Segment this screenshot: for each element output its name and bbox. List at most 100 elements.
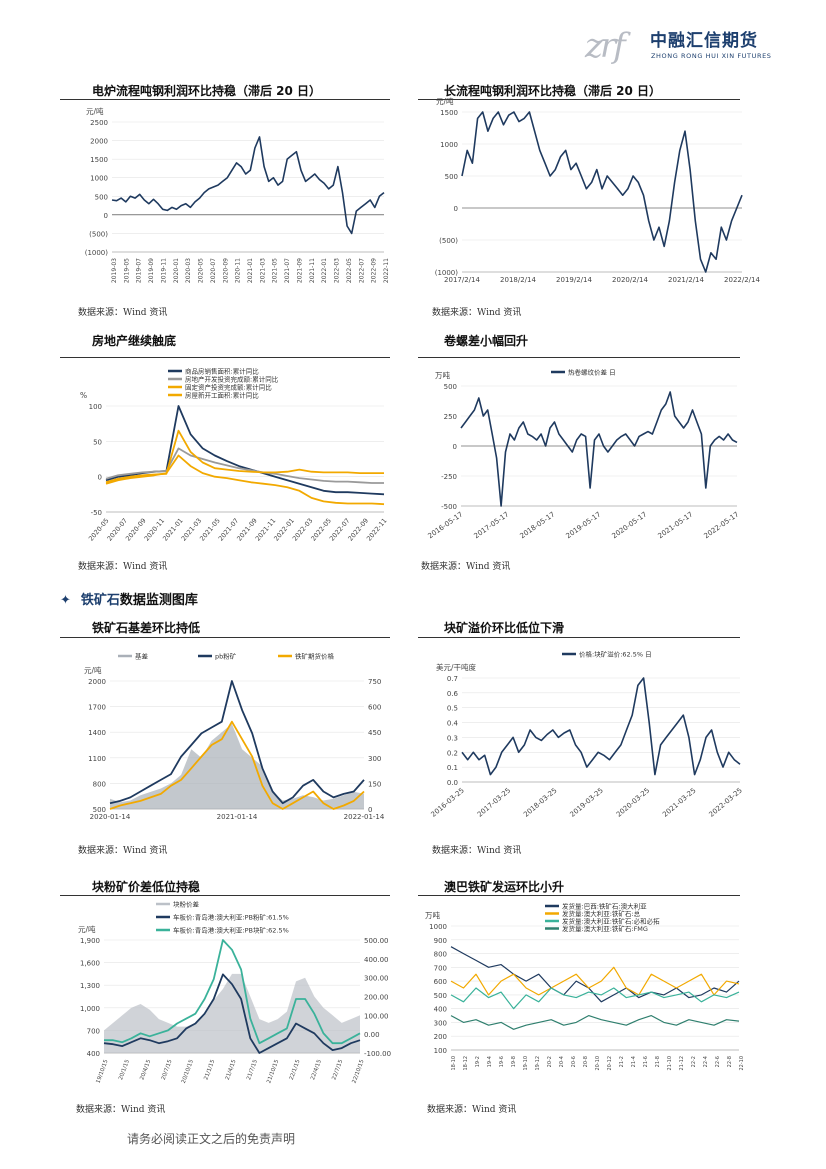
- chart-title-3: 房地产继续触底: [92, 334, 177, 348]
- x-tick-label: 2019-11: [160, 258, 167, 283]
- series-line-data: [111, 136, 385, 235]
- series-line-data: [461, 111, 743, 273]
- y-tick-label: 100: [89, 403, 102, 411]
- y-axis-unit: 美元/干吨度: [436, 662, 477, 672]
- x-tick-label: 20-6: [571, 1056, 577, 1067]
- y-tick-label: 0.7: [447, 675, 458, 683]
- y-tick-label: 400: [434, 1006, 447, 1014]
- title-divider: [418, 99, 740, 100]
- chart-title-5: 铁矿石基差环比持低: [92, 621, 201, 635]
- series-line-发货量:巴西:铁矿石:澳大利亚: [450, 946, 740, 1003]
- y-tick-label: 600: [434, 978, 447, 986]
- legend-label: 商品房销售面积:累计同比: [185, 367, 259, 376]
- x-tick-label: 2020-03: [185, 258, 192, 283]
- y-tick-label: 1000: [90, 175, 108, 183]
- x-tick-label: 2022-11: [383, 258, 390, 283]
- x-tick-label: 2021-03: [259, 258, 266, 283]
- y-tick-label: 1,300: [80, 982, 100, 990]
- chart-bf-profit: 1500 1000 500 0 (500) (1000) 元/吨 2017/2/14 2018/…: [435, 96, 761, 284]
- legend-label: 房屋新开工面积:累计同比: [185, 391, 259, 400]
- x-tick-label: 20/10/15: [181, 1059, 195, 1085]
- title-divider: [60, 357, 390, 358]
- x-tick-label: 2020-01: [173, 258, 180, 283]
- x-tick-label: 2017-03-25: [476, 786, 512, 818]
- y-axis-unit: 元/吨: [86, 106, 104, 116]
- x-tick-label: 2017/2/14: [444, 276, 480, 284]
- y-tick-label: 400: [87, 1050, 100, 1058]
- series-line-车板价:青岛港:澳大利亚:PB块矿:62.5%: [104, 939, 361, 1045]
- x-tick-label: 21/1/15: [203, 1059, 216, 1081]
- x-tick-label: 22-6: [715, 1056, 721, 1067]
- chart-lump-fines-spread: 1,900 1,600 1,300 1,000 700 400 500.00 400.00 30…: [78, 900, 391, 1085]
- chart-real-estate: 100500-50%2020-052020-072020-092020-1120…: [80, 367, 389, 543]
- legend-label: 车板价:青岛港:澳大利亚:PB粉矿:61.5%: [173, 913, 289, 922]
- y-tick-label: 2000: [90, 138, 108, 146]
- x-tick-label: 2021-01: [247, 258, 254, 283]
- y-tick-label: 0.4: [447, 720, 459, 728]
- x-tick-label: 18-12: [463, 1056, 469, 1071]
- y-tick-label: 0.1: [447, 764, 458, 772]
- series-line-车板价:青岛港:澳大利亚:PB粉矿:61.5%: [103, 973, 361, 1054]
- chart-source-1: 数据来源：Wind 资讯: [78, 308, 168, 318]
- y-tick-label: 0: [98, 474, 102, 482]
- chart-source-5: 数据来源：Wind 资讯: [78, 846, 168, 856]
- y-tick-label: (500): [89, 230, 108, 238]
- y-tick-label: 250: [444, 413, 457, 421]
- x-tick-label: 2022-03: [334, 258, 341, 283]
- x-tick-label: 22/7/15: [331, 1059, 344, 1081]
- x-tick-label: 22/1/15: [289, 1059, 302, 1081]
- x-tick-label: 18-10: [451, 1056, 457, 1071]
- x-tick-label: 2021-09: [296, 258, 303, 283]
- y-axis-unit: 元/吨: [84, 665, 102, 675]
- x-tick-label: 2022-01-14: [344, 813, 385, 821]
- y-tick-label: 1000: [429, 923, 447, 931]
- x-tick-label: 20-8: [583, 1056, 589, 1067]
- y-axis-unit: 元/吨: [436, 96, 454, 106]
- y-tick-label: 0.3: [447, 734, 458, 742]
- x-tick-label: 2020-05: [198, 258, 205, 283]
- title-divider: [418, 895, 740, 896]
- section-heading: ✦ 铁矿石数据监测图库: [60, 589, 198, 608]
- series-line-pb粉矿: [109, 680, 365, 805]
- x-tick-label: 2016-03-25: [430, 786, 466, 818]
- x-tick-label: 19-10: [523, 1056, 529, 1071]
- y-tick-label: (500): [439, 237, 458, 245]
- series-line-热卷螺纹价差 日: [460, 391, 738, 507]
- y-tick-label: 100: [434, 1047, 447, 1055]
- y2-tick-label: 150: [368, 780, 381, 788]
- chart-source-4: 数据来源：Wind 资讯: [421, 562, 511, 572]
- chart-title-6: 块矿溢价环比低位下滑: [444, 621, 565, 635]
- x-tick-label: 2018-05-17: [519, 510, 557, 540]
- x-tick-label: 2022-09: [371, 258, 378, 283]
- y-tick-label: 0: [453, 443, 457, 451]
- legend-label: 发货量:澳大利亚:铁矿石:FMG: [562, 924, 648, 933]
- x-tick-label: 2022-05: [346, 258, 353, 283]
- title-divider: [60, 637, 390, 638]
- chart-lump-premium: 0.7 0.6 0.5 0.4 0.3 0.2 0.1 0.0 美元/干吨度 2016-03-25…: [430, 650, 744, 819]
- x-tick-label: 2019-03: [111, 258, 118, 283]
- disclaimer-footer: 请务必阅读正文之后的免责声明: [127, 1132, 296, 1146]
- series-line-发货量:澳大利亚:铁矿石:必和必拓: [450, 987, 740, 1010]
- y-tick-label: 1500: [90, 156, 108, 164]
- y-tick-label: 0.0: [447, 779, 458, 787]
- x-tick-label: 2021-01-14: [217, 813, 258, 821]
- y-tick-label: 2000: [88, 678, 106, 686]
- x-tick-label: 2020-01-14: [90, 813, 131, 821]
- x-tick-label: 2020-07: [210, 258, 217, 283]
- x-tick-label: 21/7/15: [246, 1059, 259, 1081]
- x-tick-label: 21-12: [679, 1056, 685, 1071]
- y-tick-label: 0.6: [447, 690, 459, 698]
- legend-label: 基差: [135, 652, 149, 661]
- x-tick-label: 2022-01: [321, 258, 328, 283]
- legend-label: 铁矿期货价格: [295, 652, 335, 661]
- legend-label: 热卷螺纹价差 日: [568, 368, 616, 377]
- x-tick-label: 19/10/15: [96, 1059, 110, 1085]
- y-tick-label: 0.5: [447, 705, 458, 713]
- chart-source-6: 数据来源：Wind 资讯: [432, 846, 522, 856]
- x-tick-label: 2022/2/14: [724, 276, 760, 284]
- x-tick-label: 19-2: [475, 1056, 481, 1067]
- y2-tick-label: 0.00: [364, 1031, 380, 1039]
- series-area-块粉价差: [104, 973, 360, 1053]
- x-tick-label: 2020-09: [222, 258, 229, 283]
- logo-mark: zrf: [585, 26, 626, 66]
